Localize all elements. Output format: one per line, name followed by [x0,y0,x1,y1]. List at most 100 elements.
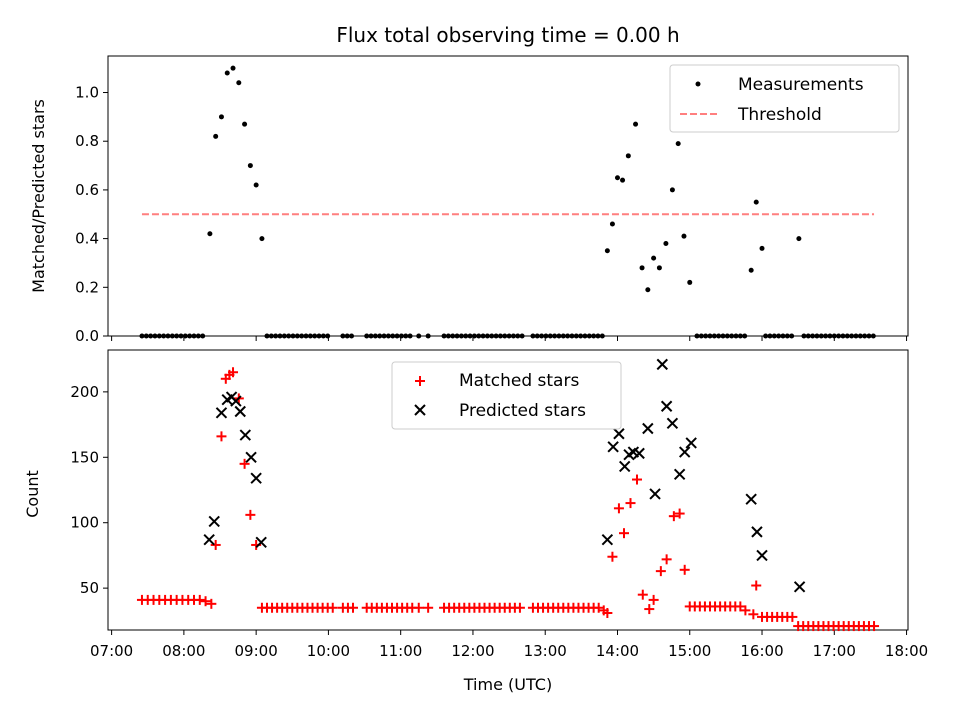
measurement-point [506,333,512,339]
matched-star-point [618,528,629,539]
measurement-point [377,333,383,339]
count-panel: Count 50 100 150 200 07:00 08:00 09:00 10:00 11… [23,349,928,660]
legend-threshold-label: Threshold [737,105,822,125]
ratio-panel: Matched/Predicted stars 0.0 0.2 0.4 0.6 0.8 1… [29,55,909,345]
matched-star-point [648,594,659,605]
x-axis-label: Time (UTC) [463,675,552,694]
measurement-point [471,333,477,339]
measurement-point [784,333,790,339]
measurement-point [586,333,592,339]
ratio-y-tick-label: 1.0 [75,84,99,102]
matched-star-point [625,498,636,509]
measurement-point [299,333,305,339]
count-y-axis-label: Count [23,470,42,518]
measurement-point [259,236,265,242]
matched-star-point [740,605,751,616]
measurement-point [484,333,490,339]
measurement-point [476,333,482,339]
measurement-point [823,333,829,339]
measurement-point [737,333,743,339]
measurement-point [169,333,175,339]
measurement-point [454,333,460,339]
x-tick-label: 14:00 [596,642,639,660]
measurement-point [724,333,730,339]
measurement-point [268,333,274,339]
matched-star-point [200,596,211,607]
measurement-point [866,333,872,339]
legend-measurements-label: Measurements [738,75,864,95]
predicted-star-point [215,407,228,419]
predicted-star-point [633,447,645,460]
matched-star-point [602,607,613,618]
matched-star-point [655,566,666,577]
count-y-tick-label: 200 [70,383,99,401]
measurement-point [753,199,759,205]
measurement-point [639,265,645,271]
measurement-point [467,333,473,339]
predicted-star-point [660,400,673,412]
predicted-star-point [239,429,252,441]
measurement-point [609,221,615,227]
matched-star-point [668,511,679,522]
count-axes-frame [107,349,909,631]
measurement-point [543,333,549,339]
predicted-star-point [793,581,806,593]
predicted-star-point [649,488,661,500]
measurement-point [853,333,859,339]
count-legend: Matched stars Predicted stars [391,361,622,430]
measurement-point [862,333,868,339]
measurement-point [547,333,553,339]
x-tick-label: 13:00 [524,642,567,660]
measurement-point [174,333,180,339]
ratio-legend: Measurements Threshold [669,64,900,133]
measurement-point [729,333,735,339]
matched-star-point [347,602,358,613]
measurement-point [156,333,162,339]
measurement-point [502,333,508,339]
measurement-point [759,245,765,251]
measurement-point [703,333,709,339]
matched-star-point [228,367,239,378]
measurement-point [748,267,754,273]
legend-measurements-marker [695,81,701,87]
measurement-point [604,248,610,254]
measurement-point [827,333,833,339]
matched-star-point [613,503,624,514]
matched-star-point [607,551,618,562]
measurement-point [425,333,431,339]
matched-star-point [748,609,759,620]
measurement-point [595,333,601,339]
measurement-point [771,333,777,339]
measurement-point [441,333,447,339]
measurement-point [312,333,318,339]
matched-star-point [674,508,685,519]
measurement-point [556,333,562,339]
measurement-point [340,333,346,339]
measurement-point [182,333,188,339]
measurement-point [320,333,326,339]
predicted-star-point [745,493,757,505]
measurement-point [780,333,786,339]
matched-star-point [869,621,880,632]
ratio-y-axis-label: Matched/Predicted stars [29,99,48,293]
measurement-point [805,333,811,339]
matched-star-point [423,602,434,613]
x-tick-label: 08:00 [162,642,205,660]
x-tick-label: 16:00 [740,642,783,660]
measurement-point [273,333,279,339]
measurement-point [814,333,820,339]
measurement-point [669,187,675,193]
measurement-point [372,333,378,339]
measurement-point [582,333,588,339]
measurement-point [687,279,693,285]
predicted-star-point [255,536,267,549]
x-tick-label: 12:00 [451,642,494,660]
measurement-point [844,333,850,339]
measurement-point [178,333,184,339]
x-tick-label: 11:00 [379,642,422,660]
measurement-point [381,333,387,339]
measurement-point [385,333,391,339]
measurement-point [698,333,704,339]
measurement-point [364,333,370,339]
predicted-star-point [673,468,686,481]
